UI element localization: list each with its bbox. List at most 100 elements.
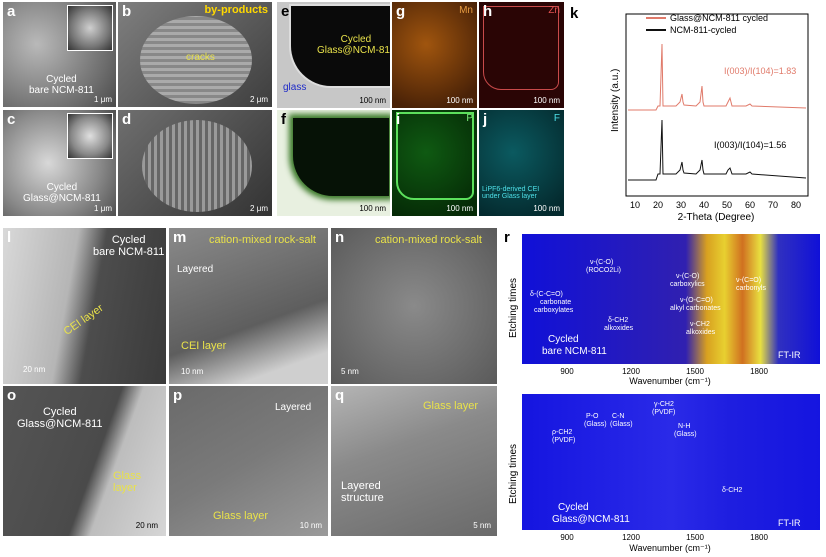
- xrd-xticks: 10 20 30 40 50 60 70 80: [630, 200, 801, 210]
- ftir-bottom-xlabel: Wavenumber (cm⁻¹): [629, 543, 710, 553]
- sem-b-byproducts: by-products: [204, 4, 268, 16]
- xrd-trace-bare: [628, 119, 807, 181]
- eds-j-scalebar-label: 100 nm: [533, 204, 560, 213]
- tem-q-glass: Glass layer: [423, 400, 479, 412]
- tem-m-cei: CEI layer: [181, 340, 227, 352]
- sem-panel-a: a Cycled bare NCM-811 1 μm: [3, 2, 116, 107]
- tem-panel-m: m cation-mixed rock-salt Layered CEI lay…: [169, 228, 328, 384]
- sem-d-scalebar-label: 2 μm: [250, 204, 268, 213]
- tem-o-glass: Glass layer: [113, 470, 142, 494]
- ftir-annotation: carbonyls: [736, 285, 766, 292]
- tem-m-layered: Layered: [177, 264, 214, 275]
- panel-label-p: p: [173, 387, 183, 404]
- ftir-annotation: ν-(C-O): [676, 273, 699, 280]
- panel-label-g: g: [396, 3, 406, 20]
- ftir-annotation: ν-CH2: [690, 321, 710, 328]
- tem-p-glass: Glass layer: [213, 510, 269, 522]
- panel-label-r: r: [504, 229, 510, 246]
- eds-particle-e: [291, 6, 390, 86]
- sem-c-caption: Cycled Glass@NCM-811: [23, 182, 101, 204]
- ftir-bottom-caption-2: Glass@NCM-811: [552, 514, 630, 525]
- ftir-annotation: (Glass): [674, 431, 697, 438]
- panel-label-k: k: [570, 5, 579, 22]
- tem-l-scalebar-label: 20 nm: [23, 365, 46, 374]
- eds-j-caption: LiPF6-derived CEI under Glass layer: [482, 186, 540, 200]
- ftir-annotation: N-H: [678, 423, 690, 430]
- xrd-panel-k: k Glass@NCM-811 cycled NCM-811-cycled I(…: [566, 2, 824, 226]
- panel-label-h: h: [483, 3, 493, 20]
- ftir-annotation: ν-(O-C=O): [680, 297, 713, 304]
- sem-particle-d: [142, 120, 252, 212]
- tem-panel-n: n cation-mixed rock-salt 5 nm: [331, 228, 497, 384]
- eds-i-element: P: [466, 113, 473, 124]
- ftir-bottom-map: [522, 394, 820, 530]
- eds-g-element: Mn: [459, 5, 473, 16]
- eds-panel-i: i P 100 nm: [392, 110, 477, 216]
- xrd-xtick: 80: [791, 200, 801, 210]
- tem-n-scalebar-label: 5 nm: [341, 367, 359, 376]
- ftir-annotation: carboxylics: [670, 281, 705, 288]
- xrd-ylabel: Intensity (a.u.): [610, 69, 621, 132]
- sem-b-scalebar-label: 2 μm: [250, 95, 268, 104]
- eds-panel-g: g Mn 100 nm: [392, 2, 477, 108]
- sem-panel-d: d 2 μm: [118, 110, 272, 216]
- panel-label-e: e: [281, 3, 290, 20]
- xrd-trace-glass: [628, 43, 807, 111]
- ftir-bottom-annotations: ρ-CH2 (PVDF) P-O (Glass) C-N (Glass) γ-C…: [552, 401, 742, 494]
- ftir-bottom-ylabel: Etching times: [508, 444, 519, 504]
- sem-inset-c: [67, 113, 113, 159]
- ftir-annotation: alkyl carbonates: [670, 305, 721, 312]
- ftir-annotation: (Glass): [584, 421, 607, 428]
- sem-a-caption: Cycled bare NCM-811: [29, 74, 94, 96]
- eds-h-element: Zn: [548, 5, 560, 16]
- ftir-panel-r: r Etching times Cycled bare NCM-811 FT-I…: [500, 228, 824, 556]
- eds-i-outline: [396, 112, 474, 200]
- panel-label-o: o: [7, 387, 17, 404]
- ftir-xtick: 900: [560, 533, 574, 542]
- ftir-annotation: γ-CH2: [654, 401, 674, 408]
- tem-o-caption: Cycled Glass@NCM-811: [17, 406, 103, 430]
- tem-q-layered: Layered structure: [341, 480, 384, 504]
- ftir-xtick: 1500: [686, 533, 704, 542]
- panel-label-l: l: [7, 229, 12, 246]
- eds-g-scalebar-label: 100 nm: [446, 96, 473, 105]
- ftir-top-ylabel: Etching times: [508, 278, 519, 338]
- ftir-annotation: carbonate: [540, 299, 571, 306]
- eds-j-element: F: [553, 113, 560, 124]
- xrd-chart: k Glass@NCM-811 cycled NCM-811-cycled I(…: [570, 5, 809, 223]
- panel-label-b: b: [122, 3, 132, 20]
- xrd-xtick: 10: [630, 200, 640, 210]
- ftir-annotation: alkoxides: [604, 325, 634, 332]
- tem-n-rocksalt: cation-mixed rock-salt: [375, 234, 482, 246]
- ftir-annotation: δ-CH2: [722, 487, 742, 494]
- ftir-annotation: (Glass): [610, 421, 633, 428]
- ftir-top-tag: FT-IR: [778, 350, 801, 360]
- xrd-xtick: 40: [699, 200, 709, 210]
- xrd-xlabel: 2-Theta (Degree): [678, 212, 755, 223]
- tem-o-scalebar-label: 20 nm: [135, 521, 158, 530]
- tem-m-rocksalt: cation-mixed rock-salt: [209, 234, 316, 246]
- ftir-xtick: 1500: [686, 367, 704, 376]
- sem-c-scalebar-label: 1 μm: [94, 204, 112, 213]
- ftir-top-xlabel: Wavenumber (cm⁻¹): [629, 376, 710, 386]
- ftir-xtick: 1200: [622, 367, 640, 376]
- tem-panel-q: q Glass layer Layered structure 5 nm: [331, 386, 497, 536]
- ftir-annotation: ν-(C=O): [736, 277, 761, 284]
- panel-label-m: m: [173, 229, 187, 246]
- sem-a-scalebar-label: 1 μm: [94, 95, 112, 104]
- ftir-annotation: ν-(C-O): [590, 259, 613, 266]
- ftir-xtick: 1200: [622, 533, 640, 542]
- xrd-xtick: 30: [676, 200, 686, 210]
- ftir-bottom-caption-1: Cycled: [558, 502, 589, 513]
- panel-label-i: i: [396, 111, 401, 128]
- ftir-annotation: (PVDF): [652, 409, 675, 416]
- ftir-annotation: (ROCO2Li): [586, 267, 621, 274]
- eds-e-scalebar-label: 100 nm: [359, 96, 386, 105]
- eds-panel-h: h Zn 100 nm: [479, 2, 564, 108]
- legend-glass: Glass@NCM-811 cycled: [670, 13, 768, 23]
- sem-b-cracks: cracks: [186, 52, 215, 63]
- tem-p-layered: Layered: [275, 402, 312, 413]
- tem-l-caption: Cycled bare NCM-811: [93, 234, 165, 258]
- eds-f-scalebar-label: 100 nm: [359, 204, 386, 213]
- xrd-xtick: 60: [745, 200, 755, 210]
